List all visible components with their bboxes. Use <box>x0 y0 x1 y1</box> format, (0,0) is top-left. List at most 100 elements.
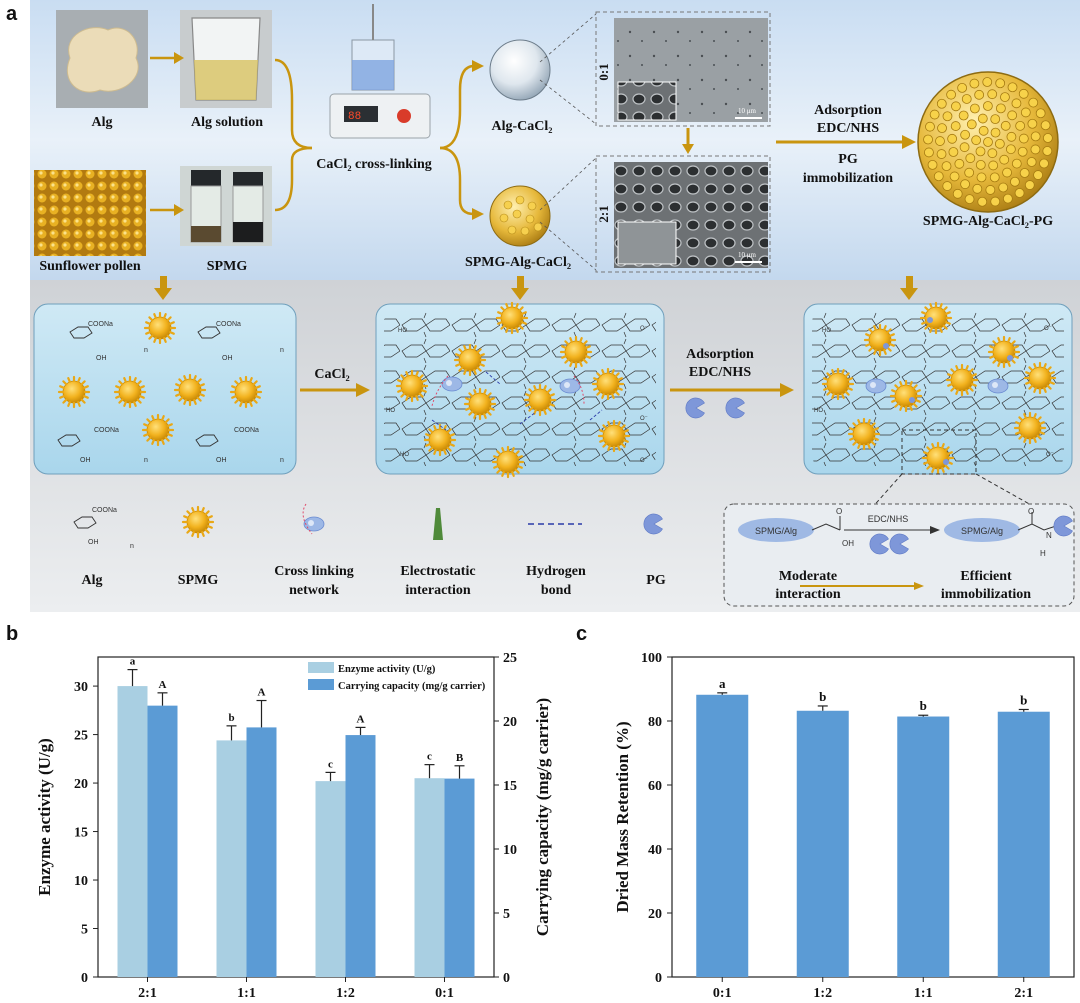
bead-dot <box>1017 146 1028 157</box>
y-tick-label: 100 <box>641 651 662 666</box>
box2-ho-3: HO <box>400 452 409 458</box>
y2-axis-title: Carrying capacity (mg/g carrier) <box>533 698 552 936</box>
bead-dot <box>1020 107 1031 118</box>
bar <box>345 735 376 977</box>
box1-oh-1: OH <box>96 355 107 362</box>
x-tick-label: 0:1 <box>713 986 732 1001</box>
legend-hbond-line1: Hydrogen <box>526 564 586 579</box>
scale-bar-label-top: 10 μm <box>738 107 757 115</box>
ratio-0-1-label: 0:1 <box>596 63 611 80</box>
bar <box>696 694 749 977</box>
legend-oh: OH <box>88 539 99 546</box>
box1-coona-4: COONa <box>234 427 259 434</box>
bead-dot <box>1024 180 1035 190</box>
y-tick-label: 10 <box>74 874 88 889</box>
box3-o-minus-2: O⁻ <box>1046 452 1054 458</box>
significance-letter: a <box>130 656 136 668</box>
bead-dot <box>964 194 975 204</box>
inset-efficient-line2: immobilization <box>941 587 1031 602</box>
bead-dot <box>975 159 986 170</box>
significance-letter: A <box>258 687 266 699</box>
panel-c-letter: c <box>576 623 587 645</box>
bead-dot <box>1014 188 1025 198</box>
bead-dot <box>975 146 986 157</box>
inset-moderate-line1: Moderate <box>779 569 837 584</box>
bead-dot <box>941 161 952 172</box>
bead-dot <box>990 127 1001 138</box>
box1-coona-3: COONa <box>94 427 119 434</box>
chart-b: 0 5 10 15 20 25 30 0 5 10 15 20 25 2:1 a A 1:1 b A 1:2 c A 0:1… <box>35 651 552 1001</box>
sem-down-arrow <box>682 128 694 154</box>
y-axis-title: Enzyme activity (U/g) <box>35 738 54 896</box>
significance-letter: c <box>427 751 432 763</box>
x-tick-label: 1:2 <box>813 986 832 1001</box>
legend-label: Enzyme activity (U/g) <box>338 664 436 675</box>
bead-dot <box>982 77 993 87</box>
bead-dot <box>946 89 957 100</box>
legend-spmg: SPMG <box>178 573 219 588</box>
legend-swatch <box>308 679 334 690</box>
bar <box>216 740 247 977</box>
top-left-arrows <box>150 52 484 220</box>
legend-row <box>73 503 663 540</box>
bead-dot <box>950 121 961 131</box>
legend-label: Carrying capacity (mg/g carrier) <box>338 681 486 692</box>
alg-cacl2-bead <box>489 39 551 101</box>
bead-dot <box>1007 82 1018 93</box>
legend-coona: COONa <box>92 507 117 514</box>
bead-dot <box>976 172 987 183</box>
y-tick-label: 60 <box>648 779 662 794</box>
scale-bar-label-bottom: 10 μm <box>738 251 757 259</box>
inset-spmg-alg-right: SPMG/Alg <box>961 526 1003 536</box>
sem-image-2-1 <box>595 155 771 273</box>
bead-dot <box>977 196 988 207</box>
sunflower-pollen-photo <box>34 170 146 256</box>
alg-solution-label: Alg solution <box>191 115 263 130</box>
bead-dot <box>936 98 947 109</box>
bar <box>444 778 475 977</box>
plot-frame <box>671 656 1075 978</box>
panel-b-letter: b <box>6 623 18 645</box>
y-tick-label: 40 <box>648 843 662 858</box>
top-right-arrow <box>776 135 916 149</box>
bead-dot <box>965 153 976 164</box>
y-tick-label: 0 <box>81 971 88 986</box>
box1-oh-2: OH <box>222 355 233 362</box>
bar <box>897 716 950 977</box>
significance-letter: a <box>719 676 726 691</box>
bead-dot <box>1033 170 1043 180</box>
bead-dot <box>977 113 988 124</box>
alg-label: Alg <box>92 115 113 130</box>
inset-efficient-line1: Efficient <box>960 569 1012 584</box>
spmg-alg-cacl2-label: SPMG-Alg-CaCl₂ <box>465 255 571 270</box>
bead-dot <box>1011 158 1022 169</box>
bead-dot <box>1035 108 1046 119</box>
bead-dot <box>1007 110 1018 121</box>
bar <box>117 686 148 977</box>
box2-ho-1: HO <box>398 328 407 334</box>
bead-dot <box>995 78 1006 89</box>
x-tick-label: 2:1 <box>1014 986 1033 1001</box>
cacl2-crosslinking-label: CaCl₂ cross-linking <box>316 157 432 172</box>
bead-dot <box>1042 146 1053 156</box>
bead-dot <box>1039 158 1049 169</box>
middle-arrow-2 <box>670 383 794 419</box>
y2-tick-label: 15 <box>503 779 517 794</box>
bead-dot <box>1042 133 1053 143</box>
spmg-vials-photo <box>180 166 272 246</box>
bead-dot <box>995 103 1006 114</box>
y-axis-title: Dried Mass Retention (%) <box>613 721 632 912</box>
top-edc-nhs-label: EDC/NHS <box>817 121 879 136</box>
y2-tick-label: 0 <box>503 971 510 986</box>
significance-letter: c <box>328 758 333 770</box>
inset-moderate-line2: interaction <box>775 587 841 602</box>
bead-dot <box>1026 157 1037 167</box>
legend-hbond-line2: bond <box>541 583 572 598</box>
middle-adsorption-label: Adsorption <box>686 347 754 362</box>
significance-letter: b <box>819 689 826 704</box>
inset-h: H <box>1040 549 1046 558</box>
bead-dot <box>957 82 968 93</box>
box1-oh-3: OH <box>80 457 91 464</box>
bead-dot <box>987 89 998 100</box>
